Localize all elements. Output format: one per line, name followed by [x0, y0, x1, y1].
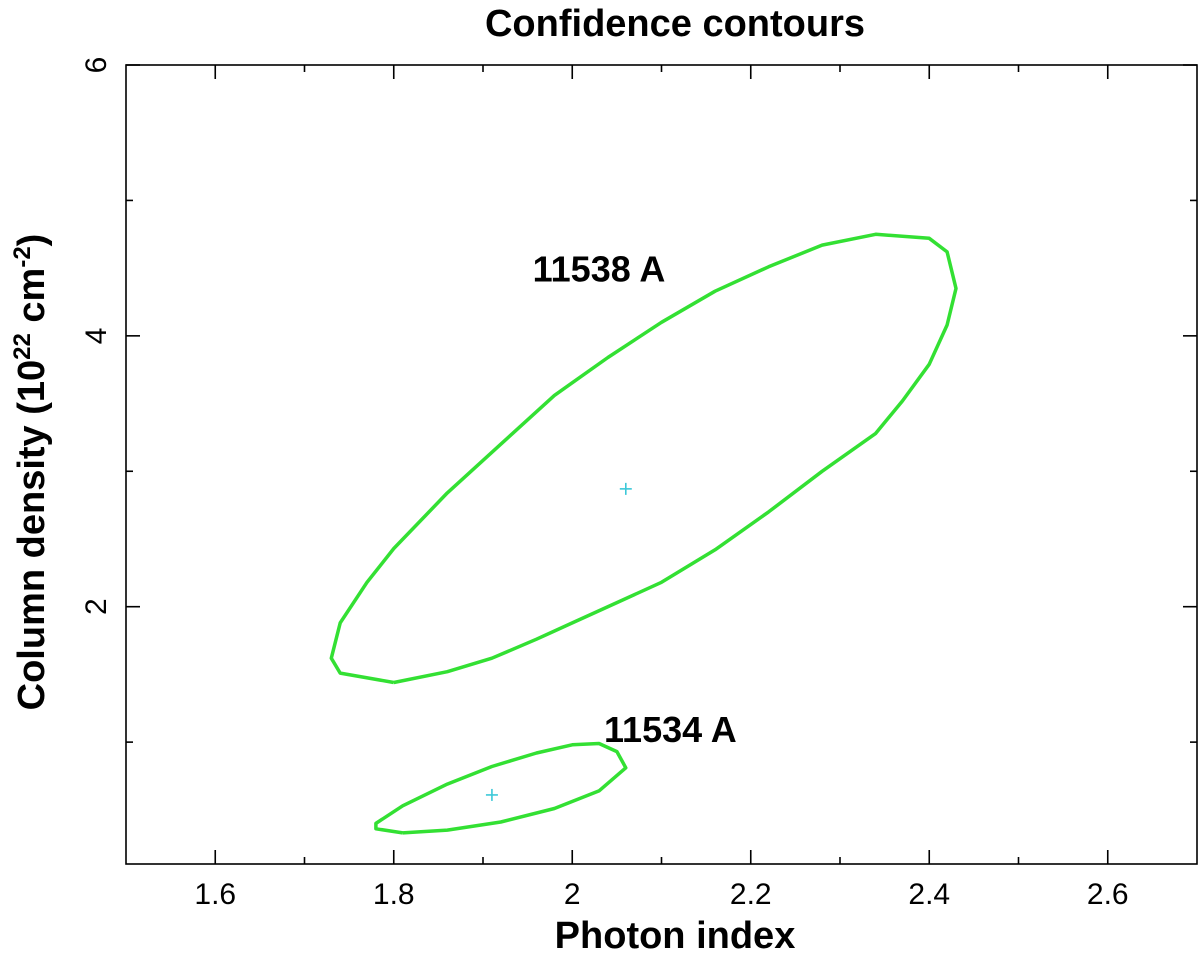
y-label-sup1: 22: [9, 333, 36, 360]
x-tick-label: 2.2: [730, 878, 772, 911]
x-axis-label: Photon index: [555, 915, 796, 954]
series-label: 11534 A: [604, 709, 737, 750]
y-label-sup2: -2: [9, 246, 36, 267]
x-tick-label: 2.6: [1087, 878, 1129, 911]
chart-title: Confidence contours: [485, 3, 865, 45]
plot-series: 11538 A 11534 A: [329, 232, 958, 835]
y-label-prefix: Column density (10: [11, 360, 53, 711]
confidence-contour: [374, 741, 628, 835]
x-tick-label: 1.8: [373, 878, 415, 911]
axis-ticks: [126, 64, 1197, 864]
y-tick-label: 4: [80, 328, 113, 345]
x-tick-label: 2.4: [908, 878, 950, 911]
best-fit-marker: [619, 482, 632, 495]
x-tick-label: 2: [564, 878, 581, 911]
x-tick-label: 1.6: [194, 878, 236, 911]
confidence-contour: [329, 232, 958, 685]
best-fit-marker: [485, 788, 498, 801]
y-label-middle: cm: [11, 268, 53, 333]
axis-tick-labels: 1.6 1.8 2 2.2 2.4 2.6 2 4 6: [80, 57, 1129, 911]
y-axis-label: Column density (1022 cm-2): [9, 234, 53, 711]
y-tick-label: 6: [80, 57, 113, 74]
series-label: 11538 A: [533, 249, 666, 290]
y-tick-label: 2: [80, 598, 113, 615]
y-label-suffix: ): [11, 234, 53, 247]
